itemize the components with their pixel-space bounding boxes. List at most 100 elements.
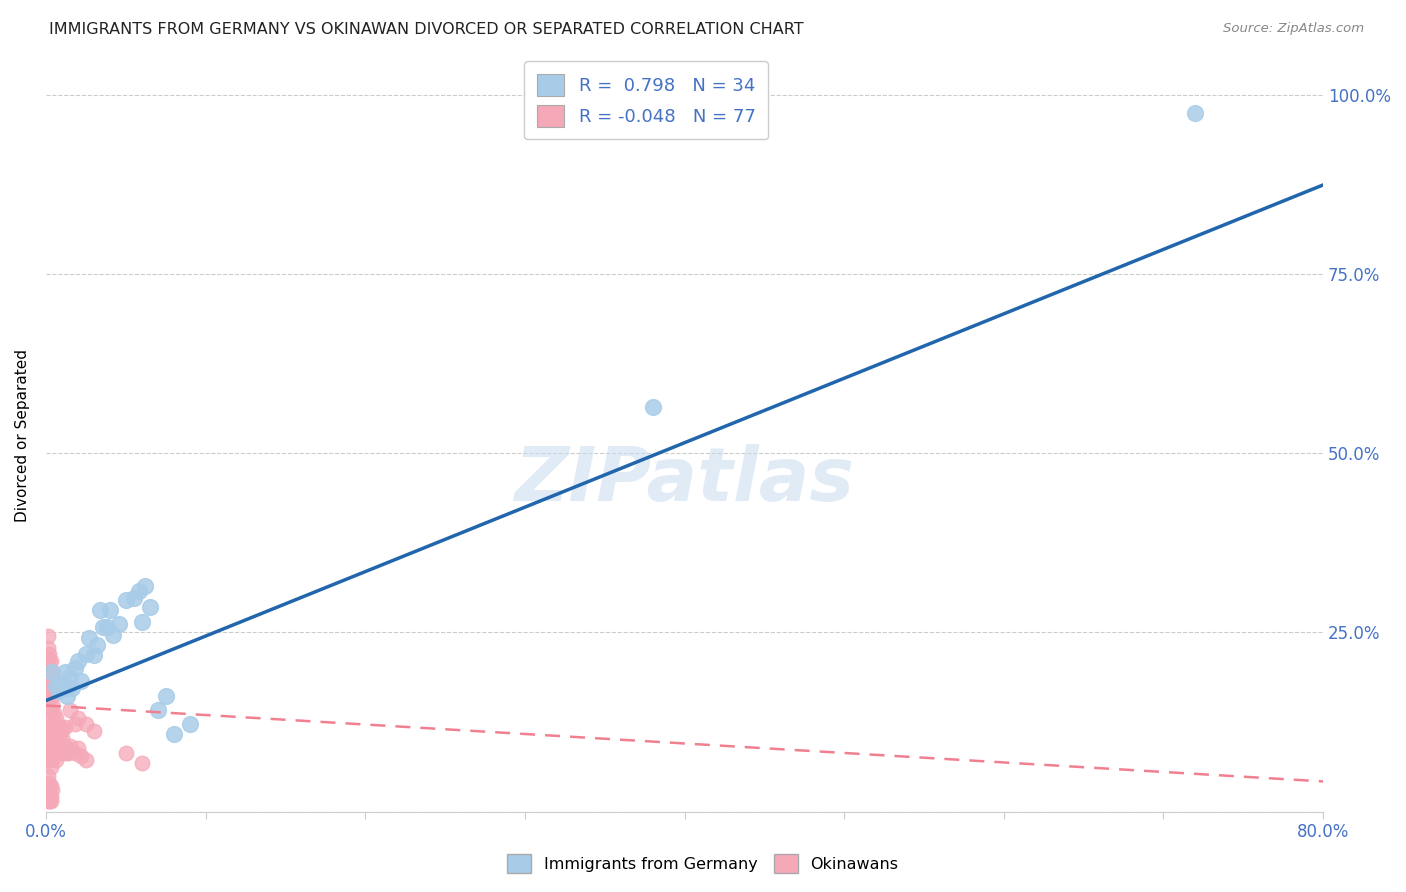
Point: [53, 665, 76, 679]
Point: [39, 790, 62, 805]
Point: [37, 747, 59, 762]
Point: [63, 661, 86, 675]
Point: [83, 648, 105, 663]
Point: [39, 760, 62, 774]
Point: [60, 681, 83, 696]
Point: [66, 654, 89, 668]
Point: [122, 591, 145, 606]
Point: [48, 739, 70, 753]
Point: [38, 776, 60, 790]
Point: [83, 724, 105, 739]
Point: [59, 739, 82, 753]
Point: [42, 746, 65, 760]
Point: [70, 748, 93, 763]
Point: [37, 787, 59, 801]
Point: [66, 741, 89, 756]
Point: [63, 717, 86, 731]
Point: [51, 677, 73, 691]
Point: [55, 741, 77, 756]
Point: [41, 718, 63, 732]
Point: [37, 674, 59, 689]
Point: [1184, 106, 1206, 120]
Point: [53, 746, 76, 760]
Point: [39, 732, 62, 747]
Point: [38, 700, 60, 714]
Point: [641, 400, 664, 414]
Point: [41, 783, 63, 797]
Point: [66, 711, 89, 725]
Point: [128, 584, 150, 599]
Point: [37, 769, 59, 783]
Point: [38, 740, 60, 755]
Point: [179, 717, 201, 731]
Point: [39, 711, 62, 725]
Point: [41, 670, 63, 684]
Point: [39, 780, 62, 794]
Point: [163, 727, 186, 741]
Point: [114, 593, 136, 607]
Point: [42, 706, 65, 720]
Text: ZIPatlas: ZIPatlas: [515, 444, 855, 517]
Point: [114, 746, 136, 760]
Point: [38, 647, 60, 661]
Point: [46, 725, 69, 739]
Point: [75, 753, 97, 767]
Point: [39, 667, 62, 681]
Y-axis label: Divorced or Separated: Divorced or Separated: [15, 349, 30, 522]
Point: [48, 718, 70, 732]
Point: [39, 794, 62, 808]
Point: [37, 794, 59, 808]
Point: [41, 697, 63, 711]
Point: [37, 718, 59, 732]
Point: [37, 641, 59, 656]
Point: [49, 746, 72, 760]
Point: [37, 732, 59, 747]
Point: [39, 746, 62, 760]
Point: [42, 686, 65, 700]
Point: [39, 704, 62, 718]
Point: [45, 679, 67, 693]
Point: [45, 753, 67, 767]
Point: [41, 665, 63, 679]
Point: [96, 620, 118, 634]
Point: [51, 741, 73, 756]
Point: [70, 674, 93, 689]
Point: [38, 679, 60, 693]
Point: [38, 693, 60, 707]
Point: [63, 746, 86, 760]
Point: [101, 628, 124, 642]
Point: [134, 579, 156, 593]
Point: [37, 629, 59, 643]
Point: [38, 674, 60, 689]
Point: [37, 691, 59, 706]
Point: [45, 731, 67, 746]
Point: [38, 654, 60, 668]
Point: [93, 620, 115, 634]
Point: [75, 647, 97, 661]
Point: [48, 684, 70, 698]
Point: [59, 703, 82, 717]
Point: [59, 670, 82, 684]
Point: [37, 667, 59, 681]
Point: [58, 746, 80, 760]
Point: [38, 787, 60, 801]
Point: [37, 783, 59, 797]
Point: [38, 794, 60, 808]
Point: [41, 753, 63, 767]
Point: [146, 703, 169, 717]
Point: [42, 727, 65, 741]
Point: [77, 631, 100, 645]
Point: [38, 720, 60, 734]
Point: [51, 722, 73, 736]
Point: [39, 690, 62, 704]
Point: [38, 661, 60, 675]
Point: [39, 654, 62, 668]
Point: [108, 616, 131, 631]
Point: [38, 753, 60, 767]
Point: [46, 746, 69, 760]
Text: IMMIGRANTS FROM GERMANY VS OKINAWAN DIVORCED OR SEPARATED CORRELATION CHART: IMMIGRANTS FROM GERMANY VS OKINAWAN DIVO…: [49, 22, 804, 37]
Point: [37, 686, 59, 700]
Point: [49, 727, 72, 741]
Point: [45, 711, 67, 725]
Point: [55, 689, 77, 703]
